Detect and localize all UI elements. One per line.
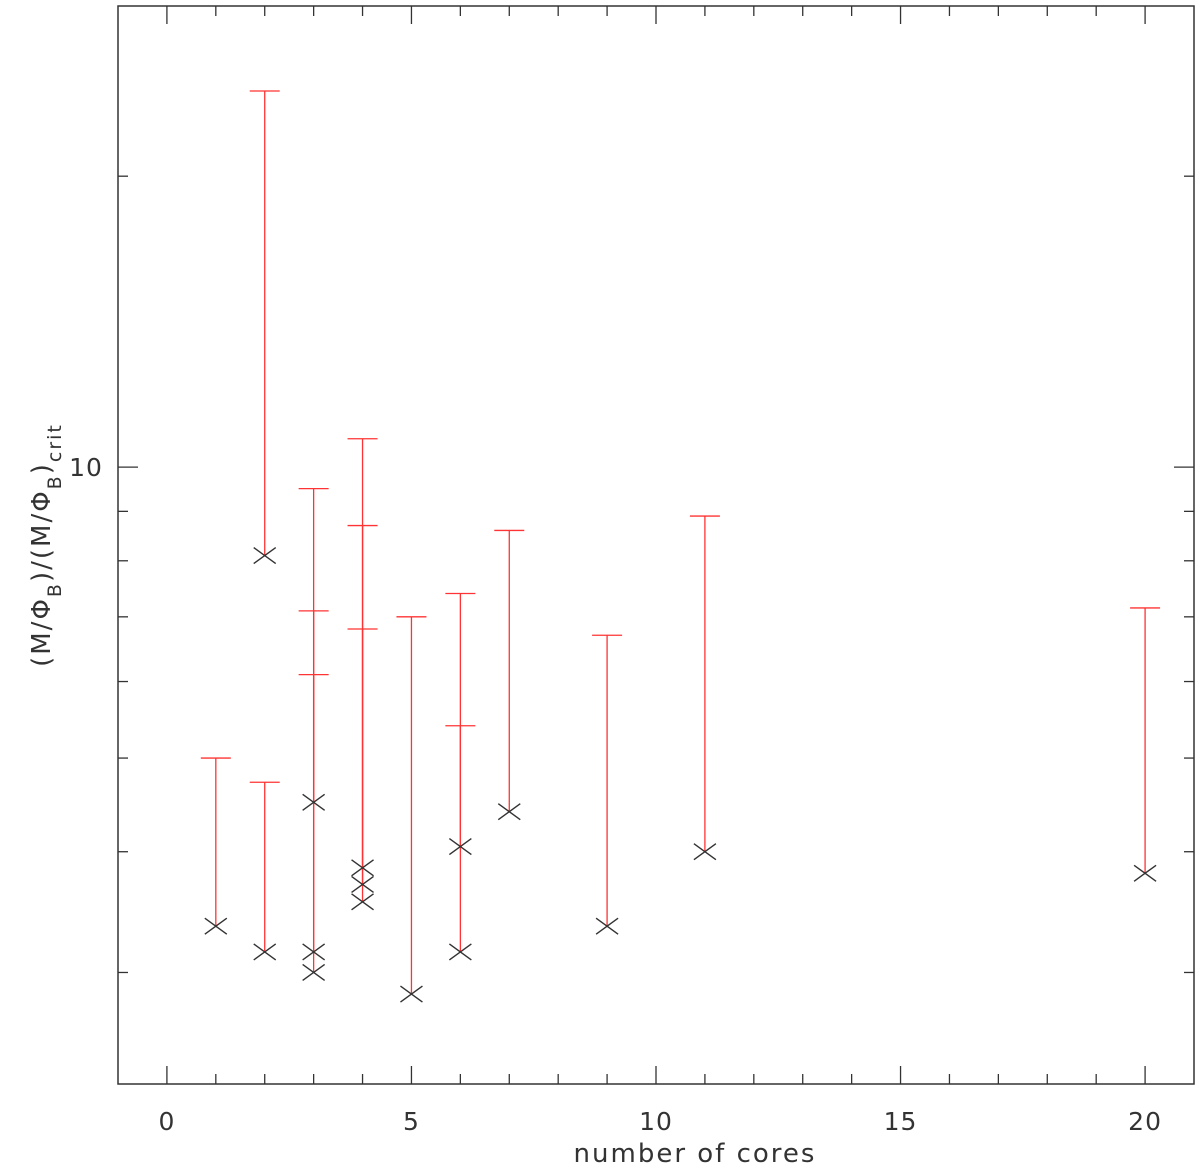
data-point-marker [1133,864,1157,882]
data-point-marker [693,843,717,861]
x-tick-label: 10 [639,1107,673,1136]
plot-frame [117,5,1195,1085]
error-bars [200,90,1161,995]
y-tick-label: 10 [69,453,103,482]
data-point-marker [302,793,326,811]
data-point-marker [302,943,326,961]
x-axis-title: number of cores [574,1139,817,1169]
y-axis-title-part: )/(M/Φ [27,489,57,582]
y-axis-title: (M/ΦB)/(M/ΦB)crit [27,423,66,667]
data-point-marker [497,803,521,821]
y-axis-title-subscript: B [44,582,66,597]
axis-ticks [118,6,1194,1084]
data-point-marker [595,917,619,935]
tick-labels: 0 5 10 15 20 10 [69,453,1162,1136]
data-markers [204,547,1157,1003]
data-point-marker [253,943,277,961]
data-point-marker [400,985,423,1003]
data-point-marker [351,859,374,877]
y-axis-title-subscript: B [44,474,66,489]
x-tick-label: 5 [403,1107,420,1136]
y-axis-title-subscript: crit [44,423,66,462]
data-point-marker [351,893,374,911]
data-point-marker [302,963,326,982]
data-point-marker [448,837,472,856]
x-tick-label: 20 [1128,1107,1162,1136]
data-point-marker [253,547,277,565]
data-point-marker [204,917,228,935]
x-tick-label: 0 [158,1107,175,1136]
x-tick-label: 15 [884,1107,918,1136]
y-axis-title-part: ) [27,462,57,474]
data-point-marker [351,875,374,894]
y-axis-title-part: (M/Φ [27,597,57,667]
data-point-marker [448,943,472,961]
